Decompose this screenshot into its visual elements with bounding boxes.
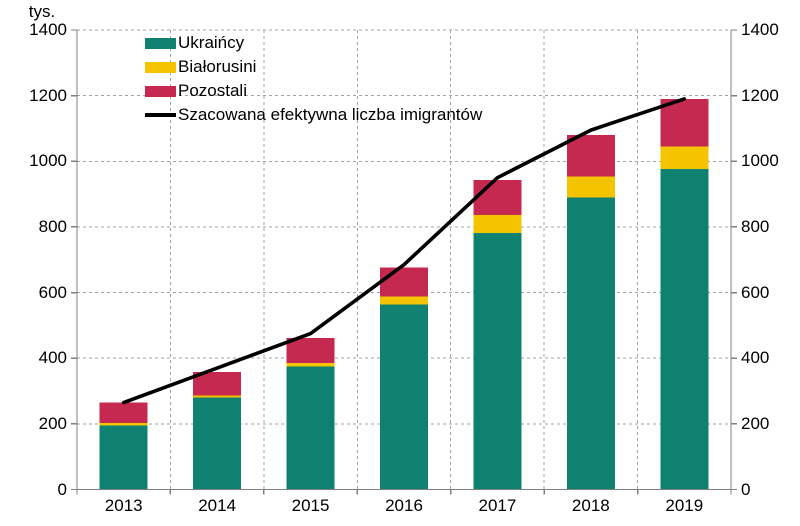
y-tick-label-left-1400: 1400 <box>29 20 67 39</box>
bar-segment-pozostali-2016 <box>380 267 428 297</box>
legend-item-ukraincy: Ukraińcy <box>145 31 482 55</box>
legend-swatch-bialorusini <box>145 61 176 73</box>
y-tick-label-right-200: 200 <box>741 413 770 433</box>
x-tick-label-2015: 2015 <box>291 496 330 515</box>
y-tick-label-left-1200: 1200 <box>29 85 67 105</box>
bar-segment-ukraicy-2019 <box>660 169 709 490</box>
y-tick-label-left-800: 800 <box>38 216 67 236</box>
bar-segment-biaorusini-2015 <box>286 363 335 367</box>
y-tick-label-left-200: 200 <box>38 413 67 433</box>
x-tick-label-2016: 2016 <box>385 496 423 515</box>
bar-segment-biaorusini-2018 <box>566 176 615 198</box>
y-tick-label-left-600: 600 <box>38 282 67 302</box>
legend-swatch-pozostali <box>145 85 176 97</box>
y-tick-label-right-600: 600 <box>741 282 770 302</box>
y-tick-label-right-1400: 1400 <box>741 20 779 39</box>
bar-segment-pozostali-2014 <box>193 371 242 396</box>
x-tick-label-2019: 2019 <box>665 496 704 515</box>
bar-segment-ukraicy-2015 <box>286 366 335 490</box>
bar-segment-pozostali-2018 <box>566 135 615 177</box>
bar-segment-ukraicy-2014 <box>193 397 242 490</box>
y-tick-label-left-0: 0 <box>57 479 67 499</box>
legend-label-bialorusini: Białorusini <box>178 57 257 76</box>
bar-segment-biaorusini-2016 <box>380 296 428 305</box>
y-tick-label-right-400: 400 <box>741 348 770 368</box>
x-tick-label-2017: 2017 <box>478 496 517 515</box>
bar-segment-ukraicy-2017 <box>473 233 522 490</box>
bar-segment-pozostali-2019 <box>660 98 709 147</box>
y-tick-label-right-1000: 1000 <box>741 151 779 171</box>
bar-segment-ukraicy-2013 <box>99 425 148 490</box>
legend-label-ukraincy: Ukraińcy <box>178 33 245 52</box>
legend-item-pozostali: Pozostali <box>145 79 482 103</box>
bar-segment-pozostali-2017 <box>473 179 522 215</box>
legend: Ukraińcy Białorusini Pozostali Szacowana… <box>145 31 482 127</box>
bar-segment-pozostali-2015 <box>286 337 335 364</box>
estimated-immigrants-line <box>121 97 687 405</box>
legend-line-swatch <box>145 113 176 117</box>
y-tick-label-left-400: 400 <box>38 348 67 368</box>
y-tick-label-right-0: 0 <box>741 479 751 499</box>
legend-label-estimated-line: Szacowana efektywna liczba imigrantów <box>178 105 483 124</box>
legend-swatch-ukraincy <box>145 37 176 49</box>
legend-label-pozostali: Pozostali <box>178 81 247 100</box>
x-tick-label-2013: 2013 <box>104 496 143 515</box>
y-tick-label-left-1000: 1000 <box>29 151 67 171</box>
bar-segment-biaorusini-2014 <box>193 395 242 398</box>
legend-item-estimated-line: Szacowana efektywna liczba imigrantów <box>145 103 482 127</box>
y-axis-unit-label: tys. <box>28 2 56 21</box>
bar-segment-ukraicy-2018 <box>566 197 615 490</box>
y-tick-label-right-800: 800 <box>741 216 770 236</box>
bar-segment-biaorusini-2017 <box>473 214 522 234</box>
bar-segment-biaorusini-2019 <box>660 146 709 170</box>
x-tick-label-2018: 2018 <box>571 496 610 515</box>
bar-segment-pozostali-2013 <box>99 402 148 424</box>
bar-segment-biaorusini-2013 <box>99 423 148 426</box>
x-tick-label-2014: 2014 <box>198 496 237 515</box>
legend-item-bialorusini: Białorusini <box>145 55 482 79</box>
bar-segment-ukraicy-2016 <box>380 304 428 490</box>
y-tick-label-right-1200: 1200 <box>741 85 779 105</box>
